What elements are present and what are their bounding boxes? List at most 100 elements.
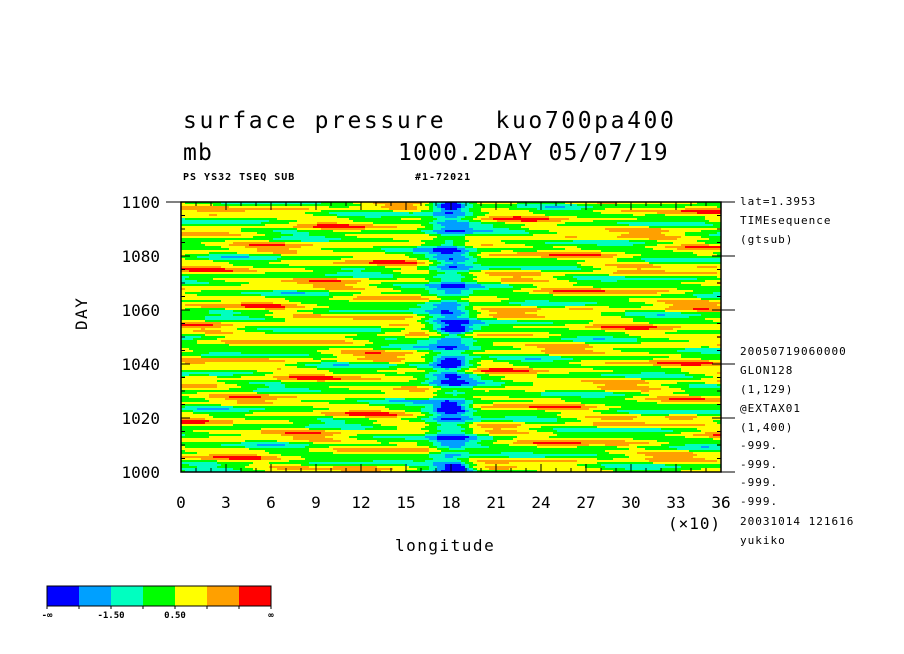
heatmap-cell bbox=[321, 250, 326, 253]
heatmap-cell bbox=[365, 206, 370, 209]
heatmap-cell bbox=[417, 214, 422, 217]
heatmap-cell bbox=[701, 236, 706, 239]
heatmap-cell bbox=[329, 238, 334, 241]
heatmap-cell bbox=[501, 204, 506, 207]
heatmap-cell bbox=[677, 236, 682, 239]
heatmap-cell bbox=[509, 216, 514, 219]
heatmap-cell bbox=[265, 208, 270, 211]
heatmap-cell bbox=[525, 210, 530, 213]
heatmap-cell bbox=[493, 220, 498, 223]
heatmap-cell bbox=[489, 244, 494, 247]
heatmap-cell bbox=[657, 202, 662, 205]
heatmap-cell bbox=[685, 258, 690, 261]
heatmap-cell bbox=[349, 264, 354, 267]
heatmap-cell bbox=[665, 224, 670, 227]
heatmap-cell bbox=[421, 256, 426, 259]
heatmap-cell bbox=[689, 220, 694, 223]
heatmap-cell bbox=[605, 244, 610, 247]
heatmap-cell bbox=[601, 206, 606, 209]
heatmap-cell bbox=[373, 262, 378, 265]
heatmap-cell bbox=[277, 218, 282, 221]
heatmap-cell bbox=[409, 234, 414, 237]
heatmap-cell bbox=[373, 266, 378, 269]
heatmap-cell bbox=[309, 208, 314, 211]
heatmap-cell bbox=[281, 268, 286, 271]
heatmap-cell bbox=[337, 250, 342, 253]
heatmap-cell bbox=[233, 242, 238, 245]
heatmap-cell bbox=[693, 210, 698, 213]
heatmap-cell bbox=[281, 256, 286, 259]
heatmap-cell bbox=[505, 226, 510, 229]
heatmap-cell bbox=[645, 220, 650, 223]
heatmap-cell bbox=[325, 262, 330, 265]
heatmap-cell bbox=[677, 224, 682, 227]
heatmap-cell bbox=[593, 268, 598, 271]
heatmap-cell bbox=[465, 272, 470, 275]
heatmap-cell bbox=[349, 228, 354, 231]
heatmap-cell bbox=[709, 204, 714, 207]
heatmap-cell bbox=[313, 230, 318, 233]
heatmap-cell bbox=[253, 220, 258, 223]
heatmap-cell bbox=[609, 248, 614, 251]
heatmap-cell bbox=[489, 222, 494, 225]
heatmap-cell bbox=[401, 268, 406, 271]
heatmap-cell bbox=[581, 208, 586, 211]
heatmap-cell bbox=[669, 218, 674, 221]
heatmap-cell bbox=[685, 244, 690, 247]
heatmap-cell bbox=[633, 246, 638, 249]
heatmap-cell bbox=[593, 256, 598, 259]
heatmap-cell bbox=[389, 232, 394, 235]
heatmap-cell bbox=[313, 210, 318, 213]
heatmap-cell bbox=[685, 252, 690, 255]
heatmap-cell bbox=[561, 220, 566, 223]
heatmap-cell bbox=[509, 248, 514, 251]
heatmap-cell bbox=[225, 218, 230, 221]
heatmap-cell bbox=[217, 240, 222, 243]
heatmap-cell bbox=[573, 266, 578, 269]
heatmap-cell bbox=[697, 248, 702, 251]
heatmap-cell bbox=[697, 262, 702, 265]
heatmap-cell bbox=[537, 246, 542, 249]
heatmap-cell bbox=[597, 202, 602, 205]
heatmap-cell bbox=[677, 254, 682, 257]
heatmap-cell bbox=[541, 252, 546, 255]
heatmap-cell bbox=[221, 224, 226, 227]
heatmap-cell bbox=[677, 250, 682, 253]
heatmap-cell bbox=[621, 258, 626, 261]
heatmap-cell bbox=[441, 256, 446, 259]
heatmap-cell bbox=[305, 224, 310, 227]
heatmap-cell bbox=[505, 248, 510, 251]
heatmap-cell bbox=[497, 226, 502, 229]
heatmap-cell bbox=[497, 232, 502, 235]
heatmap-cell bbox=[373, 258, 378, 261]
heatmap-cell bbox=[429, 210, 434, 213]
heatmap-cell bbox=[709, 246, 714, 249]
heatmap-cell bbox=[589, 268, 594, 271]
heatmap-cell bbox=[665, 236, 670, 239]
heatmap-cell bbox=[613, 274, 618, 277]
heatmap-cell bbox=[353, 216, 358, 219]
heatmap-cell bbox=[417, 222, 422, 225]
heatmap-cell bbox=[277, 238, 282, 241]
heatmap-cell bbox=[333, 238, 338, 241]
heatmap-cell bbox=[485, 250, 490, 253]
heatmap-cell bbox=[461, 254, 466, 257]
heatmap-cell bbox=[513, 212, 518, 215]
heatmap-cell bbox=[301, 240, 306, 243]
heatmap-cell bbox=[657, 220, 662, 223]
heatmap-cell bbox=[477, 274, 482, 277]
heatmap-cell bbox=[361, 274, 366, 277]
heatmap-cell bbox=[373, 212, 378, 215]
heatmap-cell bbox=[461, 242, 466, 245]
heatmap-cell bbox=[285, 234, 290, 237]
heatmap-cell bbox=[609, 268, 614, 271]
heatmap-cell bbox=[665, 206, 670, 209]
heatmap-cell bbox=[501, 208, 506, 211]
heatmap-cell bbox=[445, 208, 450, 211]
heatmap-cell bbox=[381, 214, 386, 217]
heatmap-cell bbox=[533, 246, 538, 249]
heatmap-cell bbox=[713, 266, 718, 269]
heatmap-cell bbox=[369, 272, 374, 275]
heatmap-cell bbox=[301, 246, 306, 249]
heatmap-cell bbox=[369, 228, 374, 231]
